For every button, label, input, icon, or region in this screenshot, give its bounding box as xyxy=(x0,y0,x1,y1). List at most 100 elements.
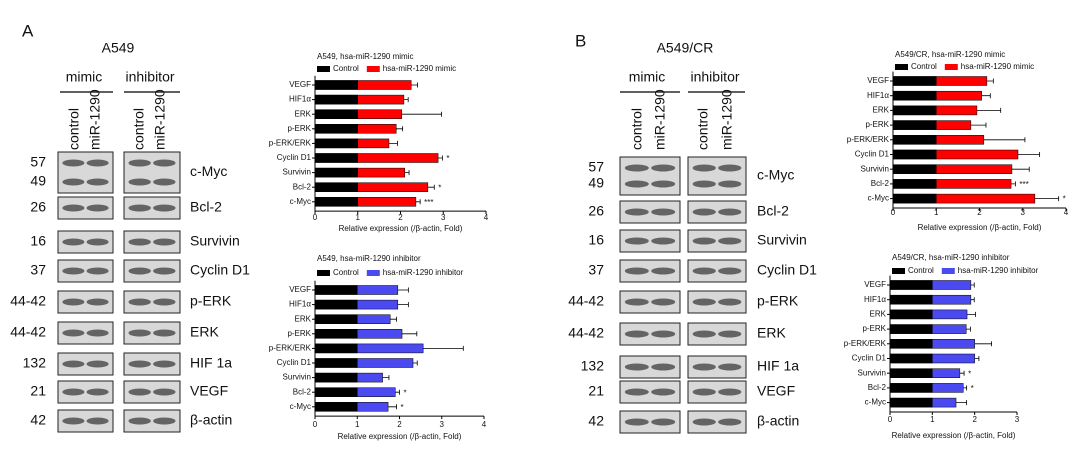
bar xyxy=(889,309,933,320)
blot-band xyxy=(718,388,742,396)
mw-label: 44-42 xyxy=(10,293,46,309)
blot-box xyxy=(687,410,747,434)
x-tick-label: 4 xyxy=(482,420,487,429)
blot-box xyxy=(687,229,747,253)
blot-band xyxy=(718,180,742,188)
bar xyxy=(892,164,937,174)
blot-box xyxy=(57,196,114,220)
blot-box xyxy=(57,259,114,283)
x-tick-label: 0 xyxy=(313,420,318,429)
blot-box xyxy=(57,230,114,254)
x-tick-label: 0 xyxy=(891,208,896,217)
y-tick-label: ERK xyxy=(295,314,312,323)
bar xyxy=(889,353,933,364)
blot-box xyxy=(619,229,681,253)
blot-box xyxy=(619,355,681,379)
y-tick-label: ERK xyxy=(870,310,887,319)
bar xyxy=(889,397,933,408)
blot-band xyxy=(86,178,109,186)
significance: * xyxy=(404,388,407,397)
legend-swatch xyxy=(892,268,905,274)
significance: *** xyxy=(424,198,433,207)
significance: * xyxy=(401,403,404,412)
mw-label: 49 xyxy=(588,175,604,191)
mw-label: 16 xyxy=(588,232,604,248)
mw-label: 21 xyxy=(30,383,46,399)
blot-band xyxy=(651,298,676,306)
bar xyxy=(314,167,358,178)
blot-band xyxy=(651,208,676,216)
group-label: mimic xyxy=(629,69,666,85)
error-bar xyxy=(970,282,975,288)
protein-label: Survivin xyxy=(190,233,240,249)
blot-band xyxy=(62,178,85,186)
protein-label: β-actin xyxy=(190,412,232,428)
bar xyxy=(314,314,358,324)
error-bar xyxy=(395,389,400,395)
y-tick-label: c-Myc xyxy=(290,197,311,206)
y-tick-label: p-ERK/ERK xyxy=(269,139,312,148)
blot-band xyxy=(86,388,109,396)
blot-band xyxy=(692,267,716,275)
bar xyxy=(892,193,937,204)
error-bar xyxy=(388,140,398,146)
legend-label: hsa-miR-1290 inhibitor xyxy=(958,266,1039,275)
lane-label: control xyxy=(695,108,711,150)
x-tick-label: 3 xyxy=(441,213,446,222)
blot-band xyxy=(153,267,176,275)
bar xyxy=(314,124,358,134)
legend-label: Control xyxy=(911,62,937,71)
significance: * xyxy=(1063,195,1066,204)
protein-label: ERK xyxy=(190,324,219,340)
x-tick-label: 1 xyxy=(356,213,361,222)
mw-label: 132 xyxy=(581,358,605,374)
cell-line: A549 xyxy=(102,40,135,56)
blot-band xyxy=(692,330,716,338)
x-tick-label: 3 xyxy=(1015,415,1020,424)
protein-label: Bcl-2 xyxy=(757,203,789,219)
bar xyxy=(314,138,358,149)
x-axis-label: Relative expression (/β-actin, Fold) xyxy=(339,224,463,233)
bar xyxy=(314,402,358,412)
blot-band xyxy=(128,417,151,425)
blot-band xyxy=(86,204,109,212)
x-tick-label: 0 xyxy=(313,213,318,222)
protein-label: c-Myc xyxy=(190,163,227,179)
error-bar xyxy=(404,170,410,176)
bar xyxy=(892,90,937,101)
blot-band xyxy=(624,208,649,216)
blot-band xyxy=(62,204,85,212)
bar xyxy=(892,135,937,145)
blot-band xyxy=(153,360,176,368)
lane-label: control xyxy=(66,108,82,150)
x-tick-label: 2 xyxy=(397,420,402,429)
blot-box xyxy=(57,409,114,433)
blot-box xyxy=(57,352,114,376)
mw-label: 26 xyxy=(588,203,604,219)
y-tick-label: p-ERK/ERK xyxy=(269,344,312,353)
blot-band xyxy=(651,164,676,172)
error-bar xyxy=(983,137,1026,143)
y-tick-label: ERK xyxy=(295,109,312,118)
y-tick-label: c-Myc xyxy=(865,398,886,407)
bar xyxy=(314,343,358,354)
protein-label: Bcl-2 xyxy=(190,199,222,215)
mw-label: 49 xyxy=(30,173,46,189)
error-bar xyxy=(388,404,397,410)
error-bar xyxy=(411,82,418,88)
bar xyxy=(892,179,937,189)
blot-band xyxy=(718,298,742,306)
blot-band xyxy=(153,417,176,425)
error-bar xyxy=(970,122,987,128)
blot-band xyxy=(624,330,649,338)
chart-title: A549, hsa-miR-1290 mimic xyxy=(317,52,413,61)
blot-band xyxy=(624,363,649,371)
error-bar xyxy=(976,107,1002,113)
bar xyxy=(314,109,358,119)
error-bar xyxy=(970,297,975,303)
blot-box xyxy=(57,290,114,314)
y-tick-label: Bcl-2 xyxy=(293,182,312,191)
error-bar xyxy=(415,199,421,205)
bar xyxy=(314,387,358,397)
blot-band xyxy=(692,208,716,216)
